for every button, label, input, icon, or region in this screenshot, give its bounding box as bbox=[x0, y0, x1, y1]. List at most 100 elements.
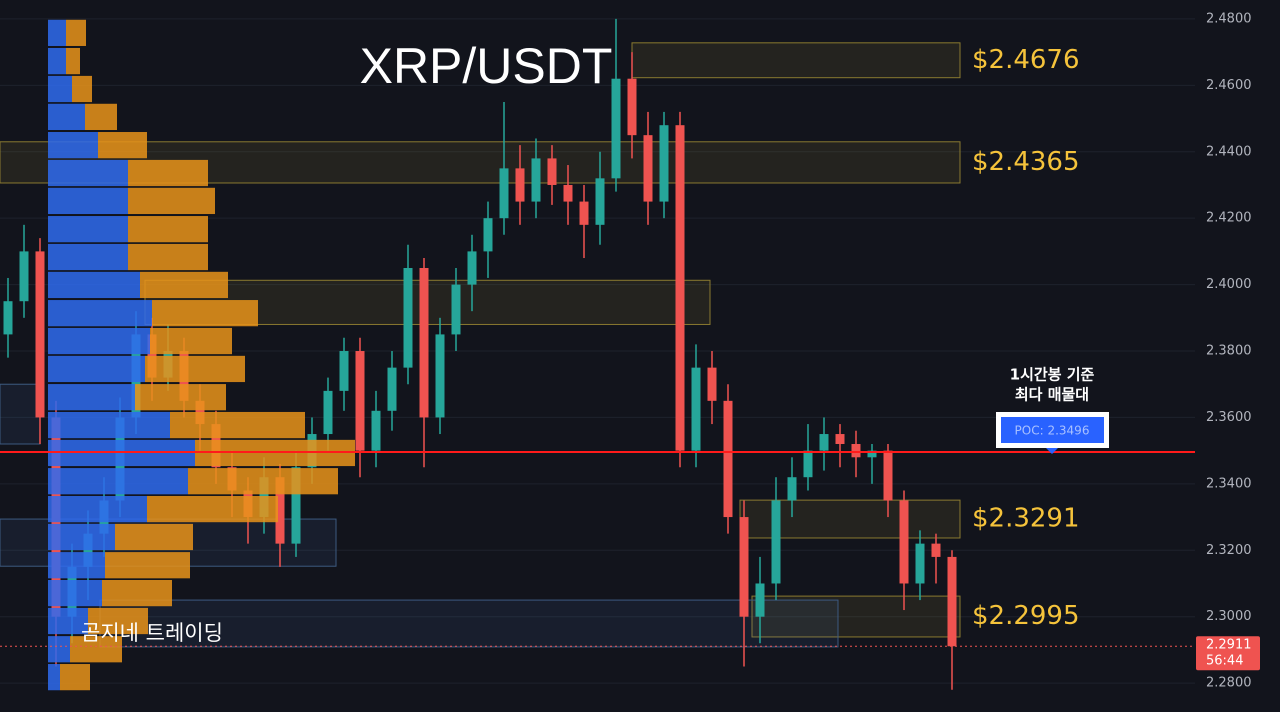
countdown: 56:44 bbox=[1206, 654, 1243, 669]
zone-label: $2.2995 bbox=[972, 601, 1080, 631]
profile-sell bbox=[66, 19, 86, 46]
profile-sell bbox=[98, 132, 147, 159]
poc-box bbox=[1001, 417, 1104, 443]
profile-sell bbox=[188, 468, 338, 495]
profile-sell bbox=[88, 607, 148, 635]
y-tick-label: 2.3400 bbox=[1206, 476, 1252, 491]
candle-body bbox=[35, 251, 45, 418]
profile-buy bbox=[48, 19, 66, 46]
candle-body bbox=[3, 301, 13, 335]
candle-body bbox=[387, 367, 397, 411]
candle-body bbox=[275, 477, 285, 544]
profile-sell bbox=[170, 411, 305, 439]
profile-sell bbox=[128, 216, 208, 243]
y-tick-label: 2.3600 bbox=[1206, 410, 1252, 425]
zone-label: $2.3291 bbox=[972, 504, 1080, 534]
profile-buy bbox=[48, 579, 102, 607]
zone bbox=[631, 42, 961, 79]
candle-body bbox=[851, 444, 861, 458]
profile-buy bbox=[48, 411, 170, 439]
profile-buy bbox=[48, 664, 60, 691]
profile-sell bbox=[102, 579, 172, 607]
candle-body bbox=[451, 284, 461, 335]
candle-body bbox=[659, 125, 669, 202]
zone bbox=[0, 383, 41, 445]
y-tick-label: 2.3000 bbox=[1206, 609, 1252, 624]
profile-buy bbox=[48, 384, 135, 411]
profile-buy bbox=[48, 355, 145, 383]
candle-body bbox=[787, 477, 797, 501]
profile-sell bbox=[70, 636, 122, 663]
profile-buy bbox=[48, 47, 66, 75]
y-tick-label: 2.4800 bbox=[1206, 11, 1252, 26]
y-tick-label: 2.2800 bbox=[1206, 676, 1252, 691]
profile-buy bbox=[48, 216, 128, 243]
profile-sell bbox=[152, 300, 258, 327]
profile-buy bbox=[48, 495, 147, 523]
candle-body bbox=[339, 351, 349, 391]
poc-note: 1시간봉 기준 bbox=[1010, 366, 1095, 384]
candle-body bbox=[835, 434, 845, 445]
poc-pointer bbox=[1046, 448, 1058, 454]
profile-buy bbox=[48, 552, 105, 579]
candle-body bbox=[419, 267, 429, 418]
candle-body bbox=[771, 500, 781, 584]
candle-body bbox=[323, 390, 333, 435]
profile-buy bbox=[48, 636, 70, 663]
candle-body bbox=[915, 543, 925, 584]
candle-body bbox=[515, 168, 525, 202]
profile-buy bbox=[48, 327, 150, 355]
candle-body bbox=[547, 158, 557, 185]
profile-sell bbox=[145, 355, 245, 383]
profile-sell bbox=[85, 103, 117, 131]
profile-buy bbox=[48, 607, 88, 635]
profile-sell bbox=[140, 271, 228, 299]
poc-note: 최다 매물대 bbox=[1015, 386, 1089, 404]
candle-body bbox=[435, 334, 445, 418]
y-tick-label: 2.3200 bbox=[1206, 543, 1252, 558]
profile-sell bbox=[60, 664, 90, 691]
candle-body bbox=[643, 135, 653, 202]
candle-body bbox=[739, 517, 749, 617]
profile-sell bbox=[128, 243, 208, 271]
profile-sell bbox=[128, 159, 208, 187]
candle-body bbox=[899, 500, 909, 584]
candle-body bbox=[691, 367, 701, 451]
profile-buy bbox=[48, 271, 140, 299]
candle-body bbox=[819, 434, 829, 451]
candle-body bbox=[499, 168, 509, 219]
profile-buy bbox=[48, 103, 85, 131]
profile-sell bbox=[150, 327, 232, 355]
profile-buy bbox=[48, 159, 128, 187]
profile-buy bbox=[48, 187, 128, 215]
candle-body bbox=[531, 158, 541, 202]
y-tick-label: 2.4400 bbox=[1206, 144, 1252, 159]
candle-body bbox=[403, 267, 413, 368]
last-price-label: 2.2911 bbox=[1206, 638, 1252, 653]
profile-sell bbox=[115, 523, 193, 551]
profile-sell bbox=[66, 47, 80, 75]
y-tick-label: 2.3800 bbox=[1206, 344, 1252, 359]
profile-sell bbox=[147, 495, 278, 523]
candle-body bbox=[723, 400, 733, 518]
profile-buy bbox=[48, 468, 188, 495]
candle-body bbox=[675, 125, 685, 451]
profile-sell bbox=[128, 187, 215, 215]
profile-sell bbox=[135, 384, 226, 411]
candle-body bbox=[483, 218, 493, 252]
profile-buy bbox=[48, 75, 72, 103]
candle-body bbox=[467, 251, 477, 285]
profile-sell bbox=[72, 75, 92, 103]
candle-body bbox=[355, 351, 365, 451]
zone-label: $2.4365 bbox=[972, 147, 1080, 177]
poc-label: POC: 2.3496 bbox=[1015, 424, 1090, 438]
profile-buy bbox=[48, 523, 115, 551]
candle-body bbox=[595, 178, 605, 225]
y-tick-label: 2.4200 bbox=[1206, 211, 1252, 226]
profile-buy bbox=[48, 243, 128, 271]
candle-body bbox=[579, 201, 589, 225]
candle-body bbox=[19, 251, 29, 302]
zone-label: $2.4676 bbox=[972, 45, 1080, 75]
candle-body bbox=[611, 78, 621, 179]
candle-body bbox=[707, 367, 717, 401]
